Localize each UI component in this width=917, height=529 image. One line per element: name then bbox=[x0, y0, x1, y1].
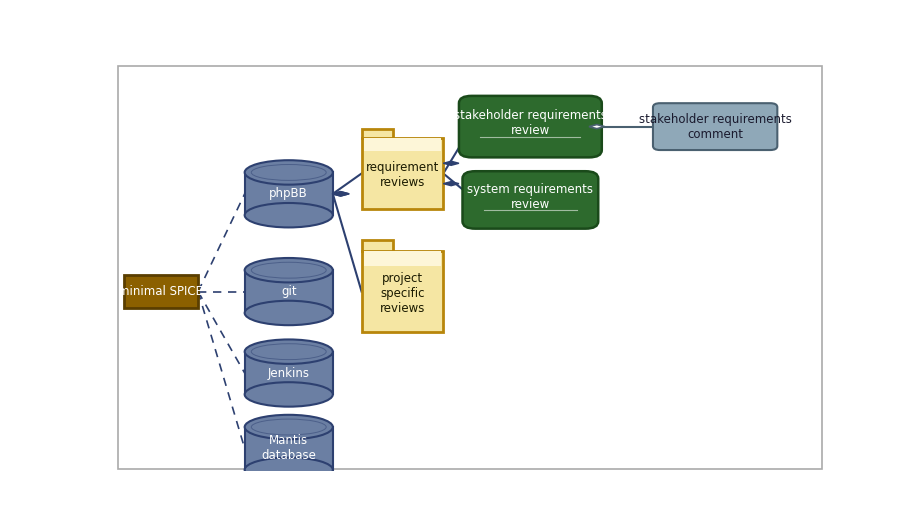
Text: stakeholder requirements
review: stakeholder requirements review bbox=[454, 110, 607, 138]
Ellipse shape bbox=[245, 258, 333, 282]
Bar bbox=[361, 251, 443, 332]
Bar bbox=[245, 270, 333, 313]
Bar bbox=[364, 138, 441, 151]
Bar bbox=[245, 352, 333, 395]
Polygon shape bbox=[589, 124, 604, 129]
Text: Mantis
database: Mantis database bbox=[261, 434, 316, 462]
Text: Jenkins: Jenkins bbox=[268, 367, 310, 379]
Text: system requirements
review: system requirements review bbox=[468, 183, 593, 211]
Polygon shape bbox=[443, 181, 458, 186]
Bar bbox=[361, 240, 392, 251]
Ellipse shape bbox=[245, 415, 333, 439]
Ellipse shape bbox=[245, 301, 333, 325]
Polygon shape bbox=[332, 191, 349, 196]
FancyBboxPatch shape bbox=[458, 96, 602, 157]
Ellipse shape bbox=[245, 203, 333, 227]
Ellipse shape bbox=[245, 340, 333, 364]
Bar bbox=[124, 275, 198, 308]
Bar bbox=[245, 427, 333, 470]
Bar bbox=[245, 172, 333, 215]
Ellipse shape bbox=[245, 458, 333, 482]
Polygon shape bbox=[332, 191, 349, 196]
Text: stakeholder requirements
comment: stakeholder requirements comment bbox=[639, 113, 791, 141]
Bar bbox=[364, 251, 441, 266]
Text: phpBB: phpBB bbox=[270, 187, 308, 200]
Bar bbox=[361, 138, 443, 209]
Polygon shape bbox=[443, 161, 458, 166]
Ellipse shape bbox=[251, 165, 326, 180]
Ellipse shape bbox=[251, 419, 326, 435]
Ellipse shape bbox=[251, 262, 326, 278]
FancyBboxPatch shape bbox=[653, 103, 778, 150]
Text: project
specific
reviews: project specific reviews bbox=[380, 272, 425, 315]
Bar bbox=[361, 129, 392, 138]
Text: git: git bbox=[281, 285, 296, 298]
Ellipse shape bbox=[251, 344, 326, 360]
Text: minimal SPICE: minimal SPICE bbox=[118, 285, 204, 298]
Ellipse shape bbox=[245, 382, 333, 407]
Ellipse shape bbox=[245, 160, 333, 185]
FancyBboxPatch shape bbox=[462, 171, 598, 229]
Text: requirement
reviews: requirement reviews bbox=[366, 161, 439, 189]
